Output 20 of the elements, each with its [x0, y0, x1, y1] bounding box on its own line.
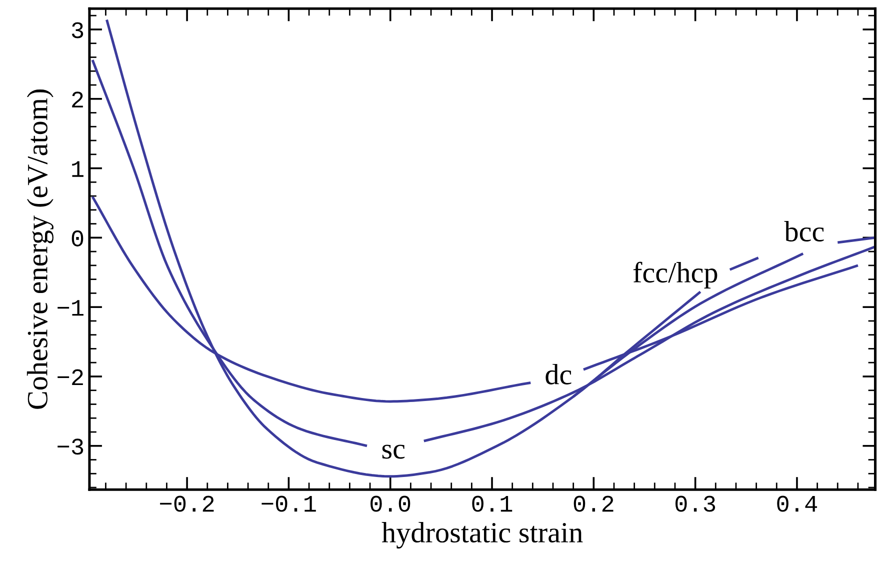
x-tick-label: 0.2	[574, 496, 614, 512]
x-tick-label: −0.2	[160, 496, 214, 512]
y-tick-label: −1	[58, 300, 84, 316]
y-tick-label: 0	[72, 230, 84, 246]
x-tick-label: 0.3	[675, 496, 716, 512]
y-tick-label: −3	[58, 438, 84, 455]
x-axis-title: hydrostatic strain	[382, 522, 583, 549]
annotation: bcc	[784, 220, 824, 242]
y-tick-label: 3	[72, 22, 84, 38]
x-tick-label: 0.1	[472, 496, 512, 512]
y-axis-title: Cohesive energy (eV/atom)	[26, 89, 54, 409]
x-tick-label: 0.0	[370, 496, 410, 512]
annotation: sc	[382, 444, 405, 459]
x-tick-label: −0.1	[262, 496, 316, 512]
y-tick-label: −2	[58, 369, 83, 386]
annotation: dc	[546, 364, 572, 384]
x-tick-label: 0.4	[777, 496, 818, 512]
y-tick-label: 1	[72, 161, 84, 177]
y-tick-label: 2	[72, 92, 83, 108]
annotation: fcc/hcp	[633, 262, 718, 289]
